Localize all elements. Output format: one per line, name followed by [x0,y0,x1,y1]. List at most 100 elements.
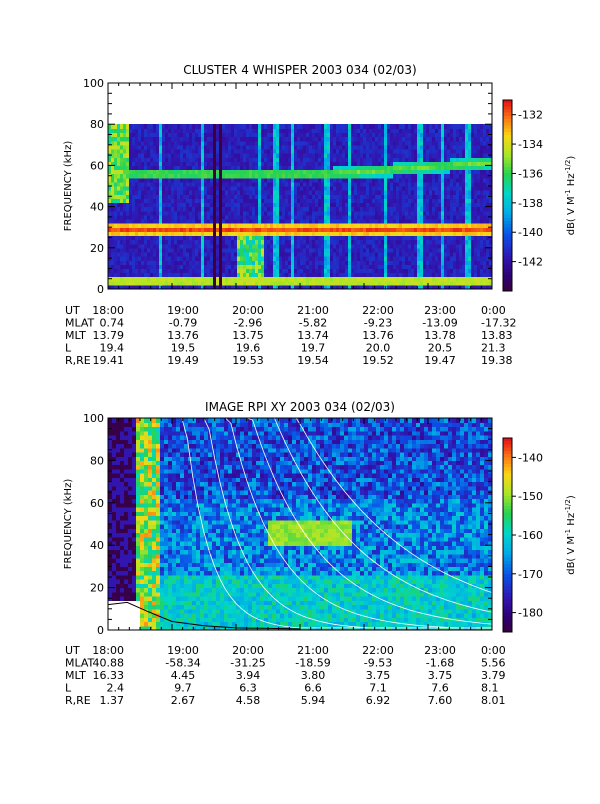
spectrogram-cell [432,210,436,216]
spectrogram-cell [285,144,289,150]
spectrogram-cell [417,190,421,195]
spectrogram-cell [225,276,229,282]
spectrogram-cell [228,198,232,204]
spectrogram-cell [177,194,181,199]
spectrogram-cell [369,177,373,183]
spectrogram-cell [441,157,445,162]
spectrogram-cell [279,223,283,228]
spectrogram-cell [213,194,217,199]
spectrogram-cell [273,223,277,228]
spectrogram-cell [387,177,391,183]
spectrogram-cell [438,157,442,162]
spectrogram-cell [303,235,307,241]
spectrogram-cell [144,181,148,187]
spectrogram-cell [327,148,331,154]
spectrogram-cell [201,280,205,286]
spectrogram-cell [267,140,271,146]
spectrogram-cell [285,132,289,138]
spectrogram-cell [309,223,313,228]
spectrogram-cell [156,227,160,232]
spectrogram-cell [171,144,175,150]
spectrogram-cell [384,190,388,195]
spectrogram-cell [126,239,130,245]
spectrogram-cell [273,128,277,134]
spectrogram-cell [441,198,445,204]
spectrogram-cell [228,173,232,179]
spectrogram-cell [435,206,439,212]
spectrogram-cell [288,272,292,278]
spectrogram-cell [366,239,370,245]
spectrogram-cell [339,148,343,154]
spectrogram-cell [342,247,346,253]
spectrogram-cell [243,153,247,158]
spectrogram-cell [471,272,475,278]
spectrogram-cell [399,235,403,241]
spectrogram-cell [387,124,391,129]
spectrogram-cell [198,251,202,257]
spectrogram-cell [336,132,340,138]
spectrogram-cell [192,190,196,195]
spectrogram-cell [120,165,124,171]
spectrogram-cell [363,284,367,290]
spectrogram-cell [177,202,181,208]
spectrogram-cell [261,136,265,142]
spectrogram-cell [207,239,211,245]
spectrogram-cell [468,239,472,245]
spectrogram-cell [249,198,253,204]
spectrogram-cell [339,157,343,162]
spectrogram-cell [420,124,424,129]
spectrogram-cell [237,268,241,274]
spectrogram-cell [210,181,214,187]
spectrogram-cell [234,190,238,195]
spectrogram-cell [429,227,433,232]
spectrogram-cell [177,181,181,187]
spectrogram-cell [222,128,226,134]
spectrogram-cell [204,181,208,187]
spectrogram-cell [108,231,112,237]
spectrogram-cell [249,148,253,154]
spectrogram-cell [363,177,367,183]
spectrogram-cell [159,272,163,278]
spectrogram-cell [402,239,406,245]
spectrogram-cell [336,136,340,142]
spectrogram-cell [393,276,397,282]
spectrogram-cell [405,190,409,195]
spectrogram-cell [312,194,316,199]
spectrogram-cell [411,169,415,175]
spectrogram-cell [384,186,388,191]
spectrogram-cell [330,186,334,191]
spectrogram-cell [300,243,304,249]
spectrogram-cell [261,280,265,286]
spectrogram-cell [363,280,367,286]
spectrogram-cell [462,136,466,142]
spectrogram-cell [348,218,352,224]
spectrogram-cell [354,157,358,162]
spectrogram-cell [441,194,445,199]
spectrogram-cell [168,206,172,212]
spectrogram-cell [471,260,475,265]
spectrogram-cell [291,210,295,216]
spectrogram-cell [366,202,370,208]
spectrogram-cell [192,177,196,183]
spectrogram-cell [153,169,157,175]
spectrogram-cell [210,161,214,166]
spectrogram-cell [372,148,376,154]
spectrogram-cell [144,268,148,274]
spectrogram-cell [162,190,166,195]
spectrogram-cell [351,223,355,228]
spectrogram-cell [372,128,376,134]
spectrogram-cell [318,161,322,166]
spectrogram-cell [378,268,382,274]
spectrogram-cell [225,177,229,183]
spectrogram-cell [330,202,334,208]
spectrogram-cell [429,173,433,179]
spectrogram-cell [417,231,421,237]
spectrogram-cell [132,165,136,171]
spectrogram-cell [147,272,151,278]
spectrogram-cell [246,206,250,212]
spectrogram-cell [234,218,238,224]
spectrogram-cell [342,173,346,179]
spectrogram-cell [138,128,142,134]
spectrogram-cell [225,186,229,191]
spectrogram-cell [291,264,295,269]
